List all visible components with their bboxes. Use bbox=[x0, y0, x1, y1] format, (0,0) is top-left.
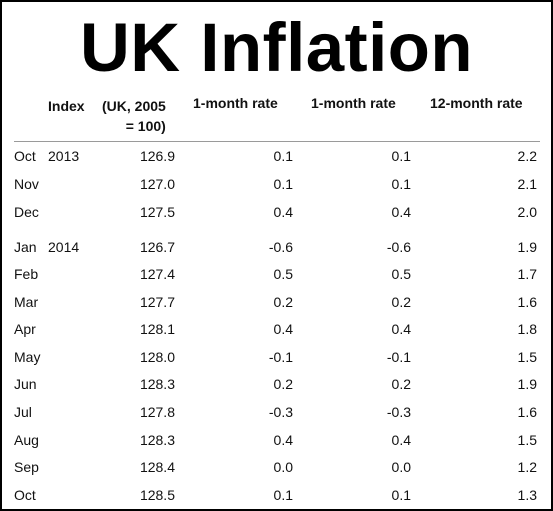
cell-index: 128.1 bbox=[139, 321, 175, 337]
cell-month: Nov bbox=[14, 176, 39, 192]
cell-year: 2013 bbox=[48, 148, 80, 164]
cell-index: 127.0 bbox=[139, 176, 175, 192]
cell-rate-c: 2.1 bbox=[517, 176, 537, 192]
cell-rate-b: -0.1 bbox=[386, 349, 411, 365]
cell-year: 2014 bbox=[48, 239, 80, 255]
cell-rate-c: 1.9 bbox=[517, 239, 537, 255]
header-index-note-line1: (UK, 2005 bbox=[102, 98, 166, 114]
cell-month: Apr bbox=[14, 321, 36, 337]
cell-rate-a: 0.4 bbox=[273, 204, 293, 220]
cell-index: 128.3 bbox=[139, 432, 175, 448]
cell-month: Oct bbox=[14, 487, 36, 503]
cell-rate-a: 0.1 bbox=[273, 176, 293, 192]
cell-rate-a: -0.1 bbox=[268, 349, 293, 365]
page-title: UK Inflation bbox=[79, 9, 474, 86]
cell-index: 127.7 bbox=[139, 294, 175, 310]
cell-month: Aug bbox=[14, 432, 39, 448]
cell-rate-a: -0.3 bbox=[268, 404, 293, 420]
cell-rate-c: 1.5 bbox=[517, 432, 537, 448]
cell-rate-a: 0.4 bbox=[273, 432, 293, 448]
cell-index: 128.4 bbox=[139, 459, 175, 475]
cell-rate-c: 1.6 bbox=[517, 294, 537, 310]
cell-rate-b: -0.3 bbox=[386, 404, 411, 420]
cell-rate-b: 0.0 bbox=[391, 459, 411, 475]
cell-index: 126.9 bbox=[139, 148, 175, 164]
cell-rate-a: 0.1 bbox=[273, 148, 293, 164]
cell-rate-b: 0.1 bbox=[391, 487, 411, 503]
cell-month: Oct bbox=[14, 148, 36, 164]
header-rate-a: 1-month rate bbox=[193, 95, 278, 111]
cell-month: May bbox=[14, 349, 41, 365]
cell-rate-c: 1.7 bbox=[517, 266, 537, 282]
cell-rate-b: 0.5 bbox=[391, 266, 411, 282]
cell-rate-b: -0.6 bbox=[386, 239, 411, 255]
cell-rate-c: 2.2 bbox=[517, 148, 537, 164]
cell-index: 126.7 bbox=[139, 239, 175, 255]
cell-rate-c: 1.5 bbox=[517, 349, 537, 365]
cell-index: 127.4 bbox=[139, 266, 175, 282]
cell-rate-b: 0.4 bbox=[391, 204, 411, 220]
cell-month: Feb bbox=[14, 266, 39, 282]
cell-month: Jul bbox=[14, 404, 32, 420]
cell-rate-c: 1.2 bbox=[517, 459, 537, 475]
cell-rate-a: 0.2 bbox=[273, 376, 293, 392]
cell-index: 127.8 bbox=[139, 404, 175, 420]
header-rate-b: 1-month rate bbox=[311, 95, 396, 111]
cell-rate-a: 0.2 bbox=[273, 294, 293, 310]
cell-rate-a: 0.0 bbox=[273, 459, 293, 475]
cell-rate-a: 0.1 bbox=[273, 487, 293, 503]
header-index-note: (UK, 2005 = 100) bbox=[102, 96, 166, 136]
header-rate-c: 12-month rate bbox=[430, 95, 523, 111]
header-divider bbox=[14, 141, 540, 142]
cell-rate-a: -0.6 bbox=[268, 239, 293, 255]
header-index: Index bbox=[48, 98, 85, 114]
cell-rate-b: 0.1 bbox=[391, 176, 411, 192]
cell-index: 128.0 bbox=[139, 349, 175, 365]
cell-rate-a: 0.5 bbox=[273, 266, 293, 282]
cell-rate-b: 0.1 bbox=[391, 148, 411, 164]
cell-rate-b: 0.2 bbox=[391, 376, 411, 392]
cell-rate-a: 0.4 bbox=[273, 321, 293, 337]
cell-rate-b: 0.4 bbox=[391, 321, 411, 337]
cell-rate-c: 1.3 bbox=[517, 487, 537, 503]
cell-rate-c: 1.8 bbox=[517, 321, 537, 337]
cell-month: Jun bbox=[14, 376, 37, 392]
cell-rate-b: 0.4 bbox=[391, 432, 411, 448]
cell-rate-c: 1.6 bbox=[517, 404, 537, 420]
cell-rate-c: 1.9 bbox=[517, 376, 537, 392]
cell-month: Dec bbox=[14, 204, 39, 220]
header-index-note-line2: = 100) bbox=[125, 118, 166, 134]
cell-month: Jan bbox=[14, 239, 37, 255]
cell-rate-c: 2.0 bbox=[517, 204, 537, 220]
cell-index: 128.3 bbox=[139, 376, 175, 392]
cell-month: Sep bbox=[14, 459, 39, 475]
cell-index: 128.5 bbox=[139, 487, 175, 503]
cell-month: Mar bbox=[14, 294, 39, 310]
cell-index: 127.5 bbox=[139, 204, 175, 220]
cell-rate-b: 0.2 bbox=[391, 294, 411, 310]
